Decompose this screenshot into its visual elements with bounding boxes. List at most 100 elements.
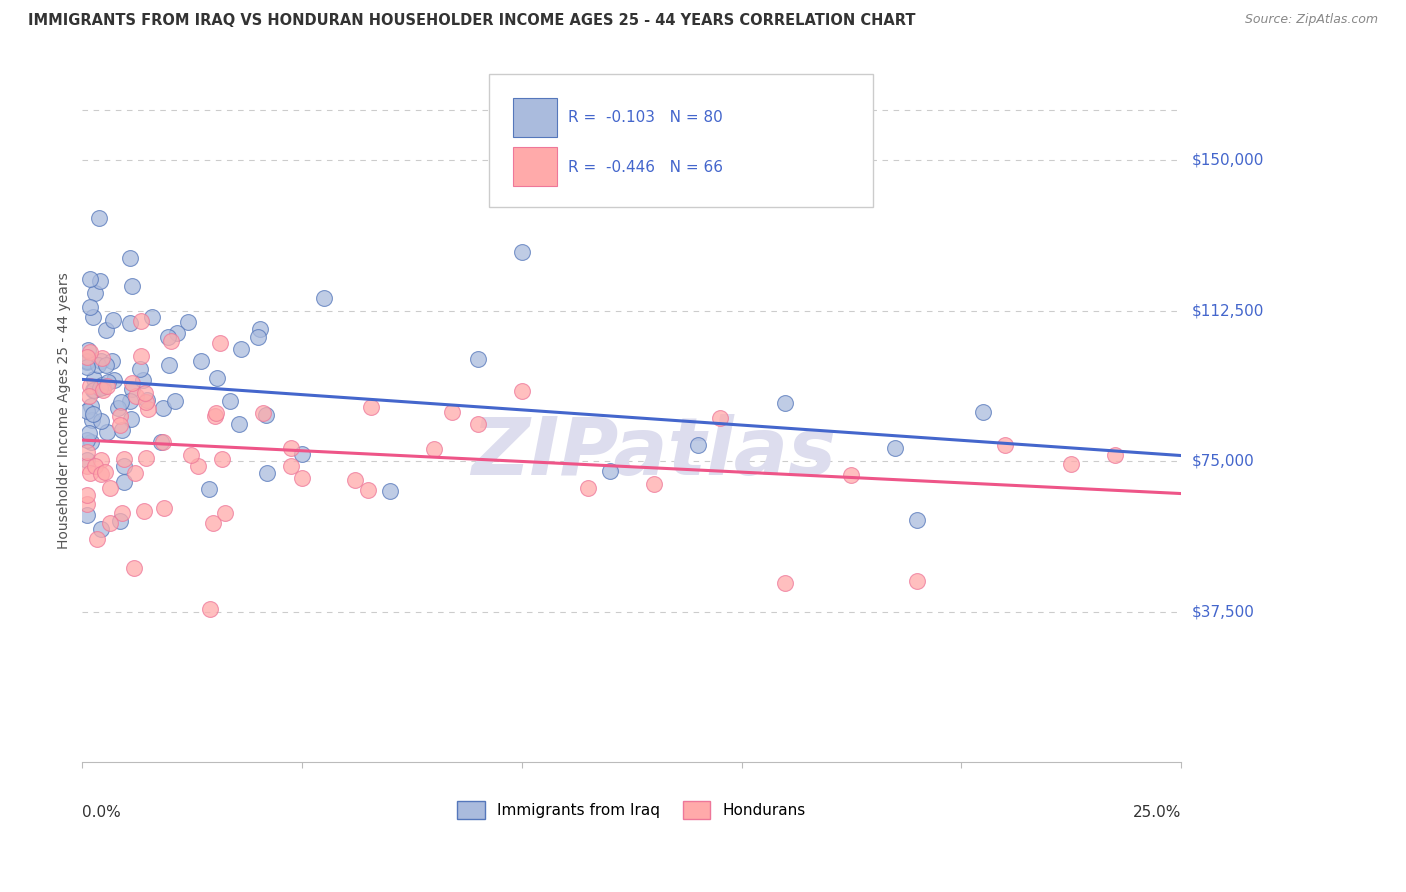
Point xyxy=(204,409,226,423)
Point xyxy=(76,350,98,364)
Point xyxy=(423,442,446,457)
FancyBboxPatch shape xyxy=(513,98,557,136)
Point xyxy=(108,409,131,423)
Point xyxy=(252,406,274,420)
Point xyxy=(83,383,105,397)
Point xyxy=(76,458,98,473)
Point xyxy=(98,516,121,530)
Point xyxy=(89,523,111,537)
Point xyxy=(87,211,110,225)
Point xyxy=(205,406,228,420)
Point xyxy=(101,354,124,368)
Point xyxy=(1104,448,1126,462)
Point xyxy=(153,500,176,515)
Point xyxy=(378,483,401,498)
Point xyxy=(905,513,928,527)
Point xyxy=(76,343,98,357)
Point xyxy=(77,425,100,440)
Point xyxy=(905,574,928,588)
Point xyxy=(256,466,278,480)
Point xyxy=(97,375,120,389)
Point xyxy=(576,481,599,495)
Point xyxy=(152,435,174,450)
Point xyxy=(79,466,101,480)
Point xyxy=(159,334,181,348)
Point xyxy=(82,413,104,427)
Point xyxy=(129,349,152,363)
Point xyxy=(76,360,98,375)
Point xyxy=(96,323,118,337)
Point xyxy=(108,417,131,432)
Point xyxy=(219,393,242,408)
Point xyxy=(357,483,380,498)
Point xyxy=(111,506,134,520)
Point xyxy=(122,561,145,575)
Point xyxy=(686,438,709,452)
Point xyxy=(177,315,200,329)
Point xyxy=(280,458,302,473)
Point xyxy=(190,354,212,368)
Point xyxy=(256,408,278,422)
Text: R =  -0.446   N = 66: R = -0.446 N = 66 xyxy=(568,160,723,175)
Point xyxy=(249,322,271,336)
Text: $37,500: $37,500 xyxy=(1192,604,1256,619)
Point xyxy=(1060,458,1083,472)
Point xyxy=(79,378,101,392)
Point xyxy=(280,441,302,455)
Text: IMMIGRANTS FROM IRAQ VS HONDURAN HOUSEHOLDER INCOME AGES 25 - 44 YEARS CORRELATI: IMMIGRANTS FROM IRAQ VS HONDURAN HOUSEHO… xyxy=(28,13,915,29)
Point xyxy=(198,482,221,496)
Point xyxy=(82,407,104,421)
Point xyxy=(76,445,98,459)
Point xyxy=(112,458,135,473)
Point xyxy=(201,516,224,530)
Point xyxy=(165,394,187,409)
Point xyxy=(121,376,143,391)
Y-axis label: Householder Income Ages 25 - 44 years: Householder Income Ages 25 - 44 years xyxy=(58,273,72,549)
Point xyxy=(166,326,188,340)
Point xyxy=(76,453,98,467)
Point xyxy=(132,504,155,518)
Point xyxy=(90,414,112,428)
Point xyxy=(79,345,101,359)
Point xyxy=(96,425,118,439)
Point xyxy=(76,404,98,418)
Point xyxy=(291,471,314,485)
Point xyxy=(135,450,157,465)
Point xyxy=(150,435,173,450)
Point xyxy=(79,301,101,315)
Point xyxy=(228,417,250,432)
Text: 25.0%: 25.0% xyxy=(1133,805,1181,820)
Point xyxy=(510,244,533,259)
Text: $150,000: $150,000 xyxy=(1192,153,1264,168)
Point xyxy=(440,404,463,418)
Point xyxy=(247,330,270,344)
Point xyxy=(360,400,382,414)
Point xyxy=(229,342,252,356)
Point xyxy=(76,355,98,369)
Point xyxy=(211,452,233,467)
Point xyxy=(90,354,112,368)
Point xyxy=(344,474,367,488)
FancyBboxPatch shape xyxy=(489,74,873,207)
Legend: Immigrants from Iraq, Hondurans: Immigrants from Iraq, Hondurans xyxy=(451,795,813,825)
Point xyxy=(132,373,155,387)
Point xyxy=(136,392,159,407)
Point xyxy=(98,481,121,495)
Point xyxy=(120,252,142,266)
Point xyxy=(101,313,124,327)
Point xyxy=(91,351,114,366)
Point xyxy=(120,316,142,330)
FancyBboxPatch shape xyxy=(513,147,557,186)
Text: R =  -0.103   N = 80: R = -0.103 N = 80 xyxy=(568,111,723,126)
Point xyxy=(180,448,202,462)
Point xyxy=(121,382,143,396)
Point xyxy=(467,351,489,366)
Point xyxy=(76,497,98,511)
Point xyxy=(91,380,114,394)
Point xyxy=(709,411,731,425)
Point xyxy=(134,385,156,400)
Point xyxy=(291,447,314,461)
Point xyxy=(599,464,621,478)
Point xyxy=(152,401,174,415)
Point xyxy=(125,389,148,403)
